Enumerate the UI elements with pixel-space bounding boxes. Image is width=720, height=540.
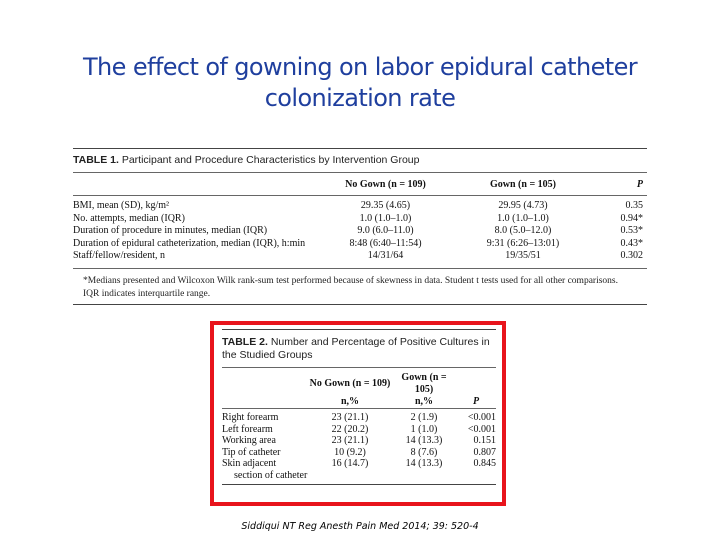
cell-gown: 8.0 (5.0–12.0) (494, 225, 552, 236)
row-label: Staff/fellow/resident, n (73, 250, 166, 261)
header-cell (456, 372, 496, 396)
cell-no-gown: 29.35 (4.65) (360, 200, 411, 211)
cell-gown: 9:31 (6:26–13:01) (486, 237, 560, 249)
cell-p: 0.43* (620, 237, 644, 249)
row-label: Left forearm (222, 423, 273, 435)
table-caption-text: Number and Percentage of Positive Cultur… (222, 336, 490, 361)
row-label-continuation: section of catheter (234, 469, 308, 481)
row-label: Right forearm (222, 412, 279, 423)
table-rule (73, 267, 647, 269)
cell-gown: 8 (7.6) (410, 446, 438, 458)
cell-p: <0.001 (467, 412, 496, 423)
row-label: No. attempts, median (IQR) (73, 212, 185, 224)
table-row: Right forearm 23 (21.1) 2 (1.9) <0.001 (222, 412, 496, 424)
header-cell: P (636, 179, 643, 190)
cell-p: 0.845 (473, 458, 497, 469)
table-header-row: No Gown (n = 109) Gown (n = 105) (222, 372, 496, 396)
table-row: Duration of epidural catheterization, me… (73, 238, 647, 251)
cell-gown: 29.95 (4.73) (498, 200, 548, 211)
header-cell (73, 173, 328, 196)
cell-no-gown: 8:48 (6:40–11:54) (349, 237, 422, 249)
cell-p: 0.35 (625, 200, 644, 211)
row-label: Tip of catheter (222, 446, 281, 458)
cell-p: 0.53* (620, 225, 644, 236)
table-row: Tip of catheter 10 (9.2) 8 (7.6) 0.807 (222, 447, 496, 459)
header-cell (222, 372, 308, 396)
table-row: Staff/fellow/resident, n 14/31/64 19/35/… (73, 250, 647, 263)
cell-no-gown: 10 (9.2) (334, 446, 366, 458)
table-row: Working area 23 (21.1) 14 (13.3) 0.151 (222, 435, 496, 447)
table-body: No Gown (n = 109) Gown (n = 105) P BMI, … (73, 173, 647, 263)
table-top-rule (73, 148, 647, 149)
cell-no-gown: 23 (21.1) (331, 435, 369, 446)
table-bottom-rule (73, 303, 647, 305)
cell-no-gown: 14/31/64 (367, 250, 404, 261)
row-label: BMI, mean (SD), kg/m² (73, 200, 170, 211)
table-label: TABLE 1. (73, 154, 119, 166)
cell-no-gown: 22 (20.2) (331, 423, 369, 435)
table-caption: TABLE 2. Number and Percentage of Positi… (222, 336, 496, 361)
row-label: Duration of procedure in minutes, median… (73, 225, 268, 236)
slide-title: The effect of gowning on labor epidural … (82, 53, 638, 112)
cell-no-gown: 1.0 (1.0–1.0) (359, 212, 412, 224)
table-row: BMI, mean (SD), kg/m² 29.35 (4.65) 29.95… (73, 200, 647, 213)
cell-no-gown: 23 (21.1) (331, 412, 369, 423)
header-cell-p: P (472, 396, 480, 407)
table-caption: TABLE 1. Participant and Procedure Chara… (73, 154, 647, 166)
table-row-continuation: section of catheter (222, 470, 496, 482)
subheader-cell: n,% (414, 396, 434, 407)
table-rule (73, 172, 647, 173)
participant-characteristics-table: TABLE 1. Participant and Procedure Chara… (73, 148, 647, 305)
table-top-rule (222, 329, 496, 330)
cell-p: 0.807 (473, 446, 497, 458)
cell-gown: 2 (1.9) (410, 412, 438, 423)
header-rule (73, 195, 647, 200)
table-label: TABLE 2. (222, 336, 268, 348)
cell-no-gown: 16 (14.7) (331, 458, 369, 469)
cell-p: <0.001 (467, 423, 496, 435)
table-rule (222, 367, 496, 368)
table-header-row: No Gown (n = 109) Gown (n = 105) P (73, 173, 647, 196)
highlight-frame: TABLE 2. Number and Percentage of Positi… (210, 321, 506, 506)
cell-p: 0.151 (473, 435, 497, 446)
table-row: Left forearm 22 (20.2) 1 (1.0) <0.001 (222, 424, 496, 436)
table-body: No Gown (n = 109) Gown (n = 105) n,% n,%… (222, 372, 496, 481)
cell-gown: 1 (1.0) (410, 423, 438, 435)
table-row: No. attempts, median (IQR) 1.0 (1.0–1.0)… (73, 213, 647, 226)
header-cell: No Gown (n = 109) (345, 179, 426, 190)
cell-p: 0.94* (620, 212, 644, 224)
row-label: Duration of epidural catheterization, me… (73, 237, 306, 249)
subheader-cell: n,% (340, 396, 360, 407)
table-footnotes: *Medians presented and Wilcoxon Wilk ran… (73, 269, 647, 304)
table-subheader-row: n,% n,% P (222, 396, 496, 409)
table-caption-text: Participant and Procedure Characteristic… (121, 154, 420, 166)
footnote: IQR indicates interquartile range. (83, 288, 211, 299)
table-row: Skin adjacent 16 (14.7) 14 (13.3) 0.845 (222, 458, 496, 470)
cell-p: 0.302 (620, 250, 644, 261)
header-rule (222, 408, 496, 412)
header-cell: No Gown (n = 109) (309, 378, 391, 389)
subheader-cell (222, 396, 308, 409)
table-row: Duration of procedure in minutes, median… (73, 225, 647, 238)
cell-gown: 14 (13.3) (405, 435, 443, 446)
cell-no-gown: 9.0 (6.0–11.0) (357, 225, 414, 236)
cell-gown: 19/35/51 (505, 250, 541, 261)
header-cell: Gown (n = 105) (401, 372, 447, 395)
footnote: *Medians presented and Wilcoxon Wilk ran… (83, 275, 618, 286)
header-cell: Gown (n = 105) (490, 179, 556, 190)
citation: Siddiqui NT Reg Anesth Pain Med 2014; 39… (241, 521, 479, 532)
cell-gown: 14 (13.3) (405, 458, 443, 469)
row-label: Skin adjacent (222, 458, 277, 469)
cell-gown: 1.0 (1.0–1.0) (497, 212, 549, 224)
row-label: Working area (222, 435, 276, 446)
positive-cultures-table: TABLE 2. Number and Percentage of Positi… (222, 329, 496, 485)
table-bottom-rule (222, 484, 496, 485)
